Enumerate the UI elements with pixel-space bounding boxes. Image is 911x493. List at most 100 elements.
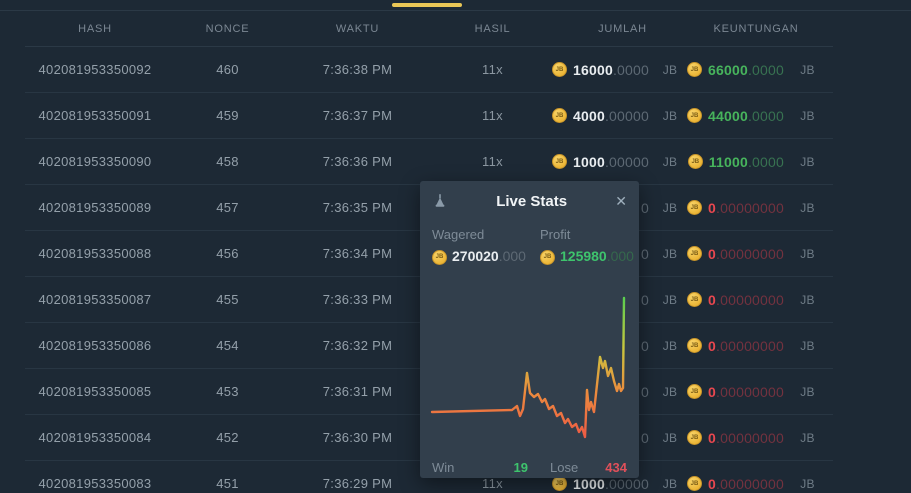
live-stats-chart (430, 296, 626, 439)
amount-int: 4000 (573, 107, 605, 124)
table-row[interactable]: 402081953350091 459 7:36:37 PM 11x JB 40… (25, 93, 833, 139)
time-cell: 7:36:33 PM (322, 292, 393, 307)
amount-frac: 0 (641, 429, 649, 446)
hash-cell: 402081953350088 (38, 246, 152, 261)
amount-frac: .00000 (604, 153, 649, 170)
profit-frac: .00000000 (716, 291, 784, 308)
profit-unit: JB (800, 430, 815, 445)
close-button[interactable]: ✕ (615, 193, 627, 210)
profit-cell: JB 0.00000000 (685, 384, 790, 400)
profit-frac: .00000000 (716, 429, 784, 446)
profit-cell: JB 11000.0000 (685, 154, 790, 170)
amount-cell: JB 4000.00000 (552, 107, 655, 124)
nonce-cell: 451 (216, 476, 239, 491)
coin-label: JB (690, 342, 699, 349)
amount-cell: JB 0 (560, 384, 655, 400)
time-cell: 7:36:38 PM (322, 62, 393, 77)
amount-frac: 0 (641, 199, 649, 216)
coin-icon: JB (552, 108, 568, 123)
table-body: 402081953350092 460 7:36:38 PM 11x JB 16… (25, 47, 833, 493)
coin-icon: JB (687, 384, 703, 399)
nonce-cell: 458 (216, 154, 239, 169)
wagered-stat: Wagered JB 270020.000 (432, 227, 540, 281)
amount-unit: JB (662, 476, 678, 491)
amount-frac: .00000 (604, 107, 649, 124)
coin-icon: JB (687, 154, 703, 169)
reset-stats-button[interactable] (432, 193, 448, 209)
profit-unit: JB (800, 476, 815, 491)
hash-cell: 402081953350086 (38, 338, 152, 353)
coin-icon: JB (687, 292, 703, 307)
win-lose-row: Win 19 Lose 434 (420, 456, 639, 478)
profit-unit: JB (800, 108, 815, 123)
table-row[interactable]: 402081953350092 460 7:36:38 PM 11x JB 16… (25, 47, 833, 93)
amount-cell: JB 16000.0000 (552, 61, 655, 78)
header-nonce: NONCE (205, 22, 250, 35)
amount-frac: .0000 (612, 61, 649, 78)
result-cell: 11x (482, 62, 503, 77)
nonce-cell: 460 (216, 62, 239, 77)
live-stats-modal: Live Stats ✕ Wagered JB 270020.000 Profi… (420, 181, 639, 478)
coin-label: JB (555, 158, 564, 165)
amount-unit: JB (662, 430, 678, 445)
header-keuntungan: KEUNTUNGAN (713, 22, 799, 35)
amount-int: 1000 (573, 475, 605, 492)
profit-int: 11000 (708, 153, 748, 170)
time-cell: 7:36:29 PM (322, 476, 393, 491)
amount-frac: 0 (641, 337, 649, 354)
lose-value: 434 (605, 459, 627, 475)
time-cell: 7:36:34 PM (322, 246, 393, 261)
amount-unit: JB (662, 338, 678, 353)
amount-cell: JB 0 (560, 246, 655, 262)
amount-int: 1000 (573, 153, 605, 170)
win-value: 19 (513, 459, 528, 475)
live-stats-title: Live Stats (496, 192, 568, 210)
coin-icon: JB (687, 246, 703, 261)
table-row[interactable]: 402081953350083 451 7:36:29 PM 11x JB 10… (25, 461, 833, 493)
nonce-cell: 459 (216, 108, 239, 123)
coin-icon: JB (552, 62, 568, 77)
win-stat: Win 19 (432, 460, 528, 475)
header-jumlah: JUMLAH (598, 22, 647, 35)
profit-value: JB 125980.000 (540, 248, 634, 266)
profit-cell: JB 66000.0000 (685, 62, 790, 78)
amount-unit: JB (662, 246, 678, 261)
nonce-cell: 456 (216, 246, 239, 261)
coin-label: JB (690, 204, 699, 211)
hash-cell: 402081953350091 (38, 108, 152, 123)
coin-icon: JB (540, 249, 555, 265)
nonce-cell: 457 (216, 200, 239, 215)
amount-frac: 0 (641, 245, 649, 262)
amount-cell: JB 0 (560, 200, 655, 216)
profit-int: 0 (708, 291, 717, 308)
table-row[interactable]: 402081953350087 455 7:36:33 PM JB 0 JB J… (25, 277, 833, 323)
live-stats-summary: Wagered JB 270020.000 Profit JB 125980.0… (420, 221, 639, 281)
hash-cell: 402081953350084 (38, 430, 152, 445)
profit-cell: JB 0.00000000 (685, 430, 790, 446)
profit-unit: JB (800, 154, 815, 169)
tab-bar-divider (0, 10, 911, 11)
profit-int: 66000 (708, 61, 748, 78)
time-cell: 7:36:35 PM (322, 200, 393, 215)
profit-int: 44000 (708, 107, 748, 124)
coin-icon: JB (552, 476, 568, 491)
win-label: Win (432, 459, 455, 475)
hash-cell: 402081953350085 (38, 384, 152, 399)
header-hash: HASH (78, 22, 112, 35)
coin-icon: JB (552, 154, 568, 169)
coin-icon: JB (687, 430, 703, 445)
amount-frac: .00000 (604, 475, 649, 492)
coin-label: JB (555, 66, 564, 73)
bets-table: HASH NONCE WAKTU HASIL JUMLAH KEUNTUNGAN… (25, 11, 833, 493)
time-cell: 7:36:37 PM (322, 108, 393, 123)
table-row[interactable]: 402081953350090 458 7:36:36 PM 11x JB 10… (25, 139, 833, 185)
profit-frac: .00000000 (716, 199, 784, 216)
profit-int: 0 (708, 383, 717, 400)
amount-frac: 0 (641, 291, 649, 308)
live-stats-chart-area (420, 281, 639, 456)
time-cell: 7:36:31 PM (322, 384, 393, 399)
amount-cell: JB 0 (560, 430, 655, 446)
amount-cell: JB 0 (560, 292, 655, 308)
profit-cell: JB 44000.0000 (685, 108, 790, 124)
